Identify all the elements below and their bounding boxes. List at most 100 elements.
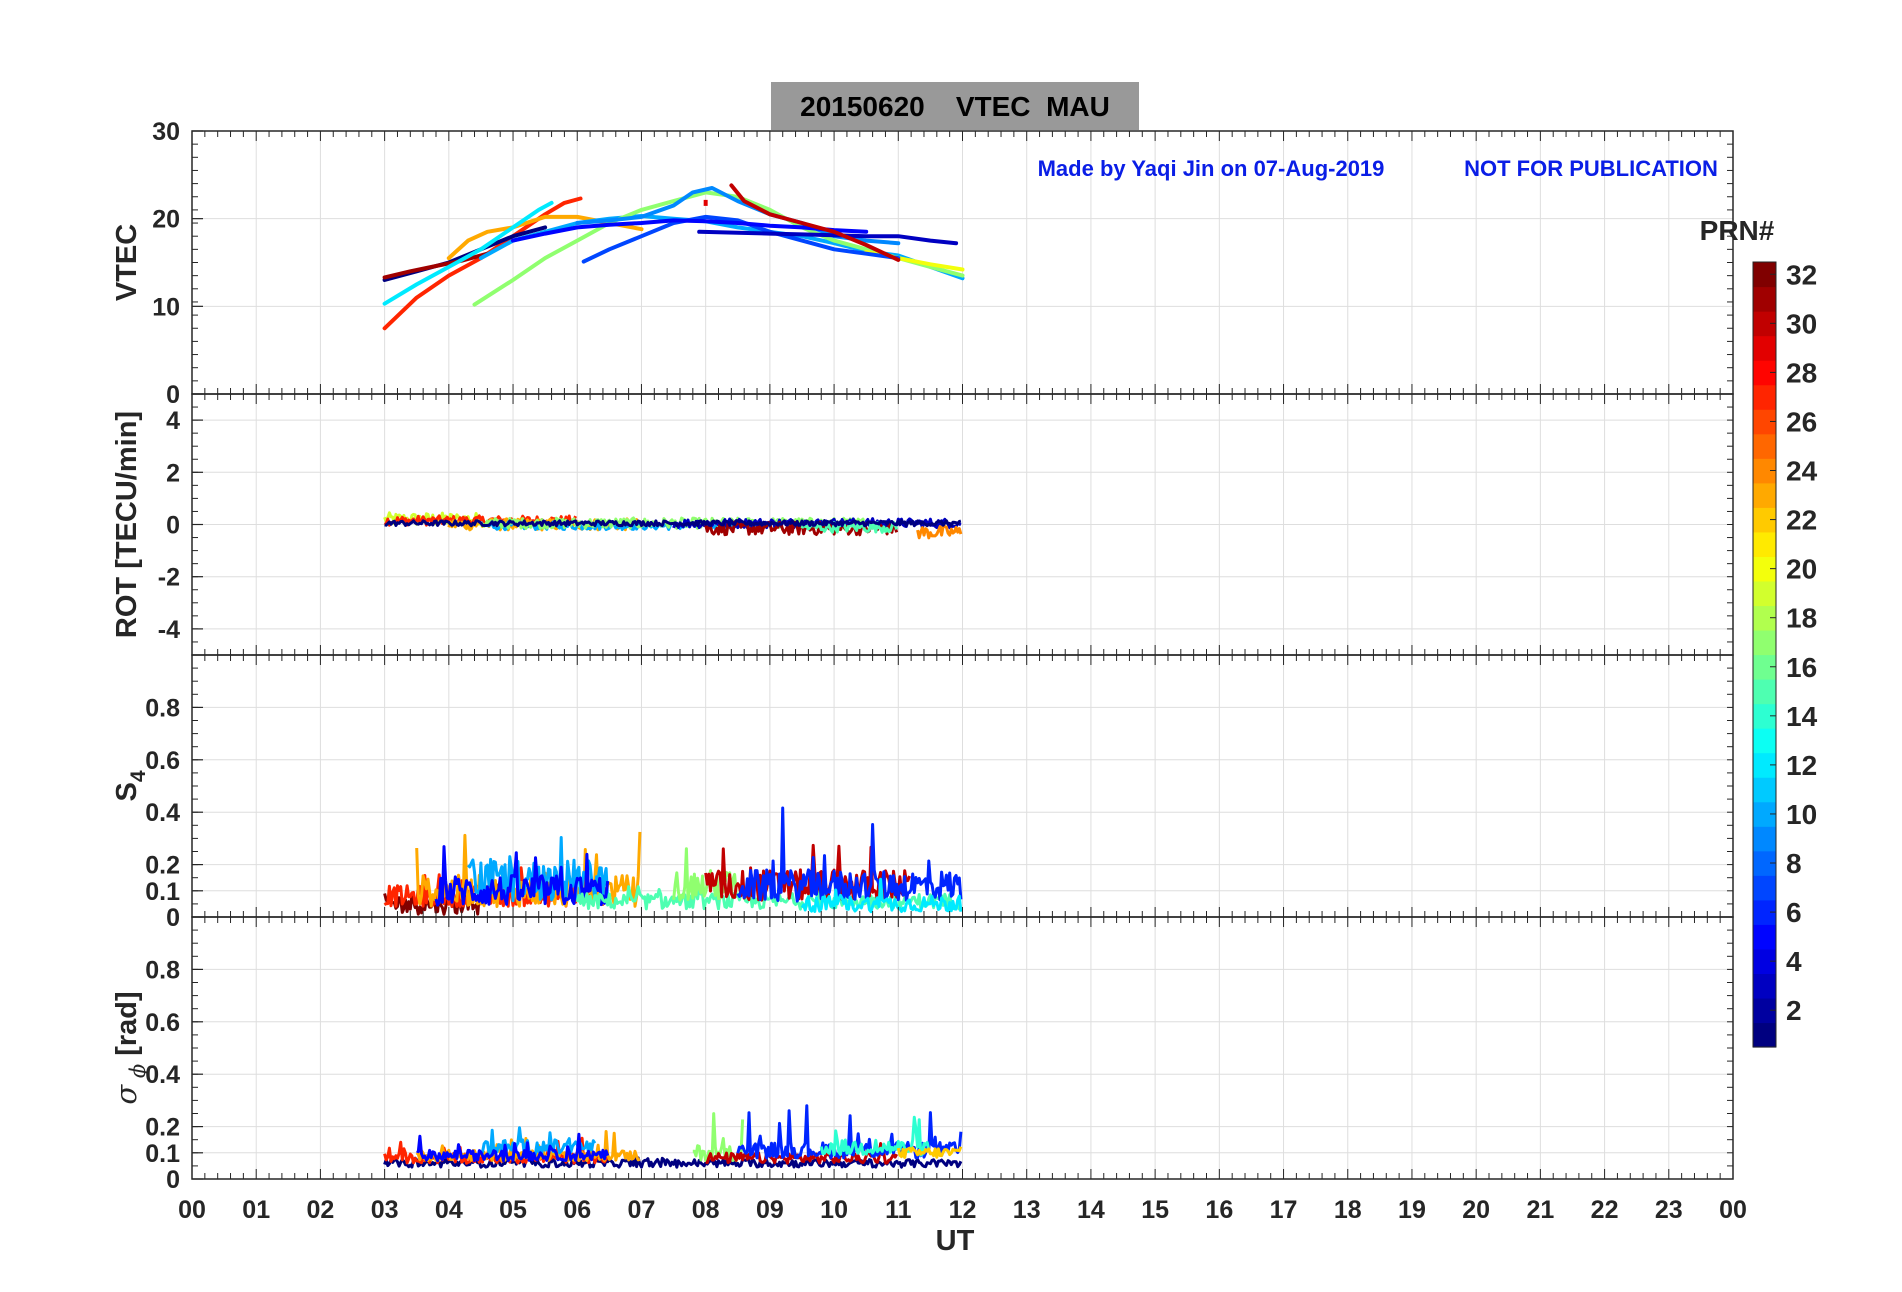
colorbar-tick-label: 12 [1786, 750, 1817, 781]
colorbar-cell [1753, 654, 1776, 680]
colorbar-cell [1753, 875, 1776, 901]
series-line-prn-10 [480, 1126, 597, 1157]
colorbar-tick-label: 32 [1786, 259, 1817, 290]
series-line-prn-3 [697, 229, 959, 246]
colorbar-tick-label: 22 [1786, 505, 1817, 536]
colorbar-cell [1753, 1022, 1776, 1048]
y-tick-label: 0.2 [145, 852, 180, 880]
y-tick-label: 0.1 [145, 878, 180, 906]
x-tick-label: 15 [1141, 1196, 1169, 1224]
x-tick-label: 09 [756, 1196, 784, 1224]
colorbar-tick-label: 30 [1786, 308, 1817, 339]
colorbar-cell [1753, 433, 1776, 459]
colorbar-cell [1753, 850, 1776, 876]
y-axis-label: VTEC [111, 224, 143, 301]
x-tick-label: 19 [1398, 1196, 1426, 1224]
panel-rot: -4 -2 0 2 4 ROT [TECU/min] [111, 393, 1734, 656]
colorbar-label: PRN# [1700, 215, 1775, 246]
y-tick-label: 2 [166, 459, 180, 487]
colorbar-cell [1753, 997, 1776, 1024]
colorbar-cell [1753, 679, 1776, 705]
y-tick-label: 0 [166, 1166, 180, 1194]
colorbar-cell [1753, 728, 1776, 754]
y-tick-label: 0 [166, 904, 180, 932]
colorbar-cell [1753, 458, 1776, 484]
x-tick-label: 16 [1205, 1196, 1233, 1224]
colorbar-cell [1753, 507, 1776, 533]
y-tick-label: 0.2 [145, 1114, 180, 1142]
series-line-prn-5 [434, 845, 610, 907]
x-tick-label: 18 [1334, 1196, 1362, 1224]
figure-title: 20150620 VTEC MAU [800, 91, 1110, 122]
colorbar-cell [1753, 409, 1776, 435]
series-group [382, 183, 965, 331]
x-tick-label: 05 [499, 1196, 527, 1224]
y-tick-label: 0.4 [145, 1061, 180, 1089]
colorbar-tick-label: 16 [1786, 652, 1817, 683]
y-tick-label: 30 [152, 118, 180, 146]
series-line-prn-7 [581, 214, 901, 264]
series-line-prn-12 [382, 200, 554, 306]
colorbar-tick-label: 8 [1786, 848, 1802, 879]
series-group [383, 806, 963, 916]
series-line-prn-30 [705, 1142, 899, 1165]
colorbar-cell [1753, 629, 1776, 656]
x-axis-label: UT [936, 1225, 975, 1257]
y-tick-label: 0 [166, 512, 180, 540]
series-line-prn-5 [416, 1132, 610, 1163]
colorbar-cell [1753, 948, 1776, 975]
y-axis-label: σ ϕ [rad] [109, 991, 150, 1104]
series-line-prn-31 [382, 251, 490, 280]
x-tick-label: 01 [242, 1196, 270, 1224]
colorbar-tick-label: 20 [1786, 554, 1817, 585]
x-tick-label: 00 [178, 1196, 206, 1224]
colorbar-cell [1753, 482, 1776, 508]
panel-sigmaphi: 00.10.2 0.4 0.6 0.8 σ ϕ [rad] 00 01 02 03 04 05 06 0… [109, 916, 1747, 1224]
x-tick-label: 14 [1077, 1196, 1105, 1224]
colorbar-tick-label: 18 [1786, 603, 1817, 634]
series-line-prn-22 [896, 1146, 963, 1159]
x-tick-label: 08 [692, 1196, 720, 1224]
title-background [771, 82, 1139, 130]
colorbar-cell [1753, 335, 1776, 361]
series-group [383, 511, 963, 540]
y-tick-label: 0.8 [145, 694, 180, 722]
series-line-prn-6 [736, 806, 963, 903]
colorbar-cell [1753, 556, 1776, 582]
colorbar-tick-label: 10 [1786, 799, 1817, 830]
y-tick-label: 20 [152, 206, 180, 234]
series-point-prn-29 [703, 199, 708, 206]
y-tick-label: 0 [166, 381, 180, 409]
colorbar-cell [1753, 924, 1776, 950]
colorbar-tick-label: 24 [1786, 456, 1818, 487]
series-line-prn-24 [916, 524, 963, 540]
y-tick-label: 10 [152, 293, 180, 321]
series-line-prn-12 [800, 877, 963, 914]
x-tick-label: 00 [1719, 1196, 1747, 1224]
x-tick-label: 22 [1591, 1196, 1619, 1224]
colorbar-cell [1753, 899, 1776, 925]
colorbar-cell [1753, 384, 1776, 410]
colorbar-cell [1753, 531, 1776, 557]
colorbar-cell [1753, 826, 1776, 852]
colorbar-cell [1753, 777, 1776, 803]
y-tick-label: -4 [158, 616, 180, 644]
colorbar-tick-label: 4 [1786, 946, 1802, 977]
colorbar-frame [1752, 261, 1777, 1048]
x-tick-label: 03 [371, 1196, 399, 1224]
y-tick-label: 0.4 [145, 799, 180, 827]
author-note: Made by Yaqi Jin on 07-Aug-2019 [1038, 156, 1385, 181]
y-axis-label: S4 [111, 770, 150, 801]
series-line-prn-30 [704, 843, 911, 902]
colorbar-cell [1753, 605, 1776, 631]
colorbar-cell [1753, 752, 1776, 778]
series-line-prn-30 [729, 183, 901, 262]
x-tick-label: 17 [1270, 1196, 1298, 1224]
x-tick-label: 04 [435, 1196, 463, 1224]
series-line-prn-1 [383, 1153, 963, 1169]
series-line-prn-5 [511, 218, 869, 243]
